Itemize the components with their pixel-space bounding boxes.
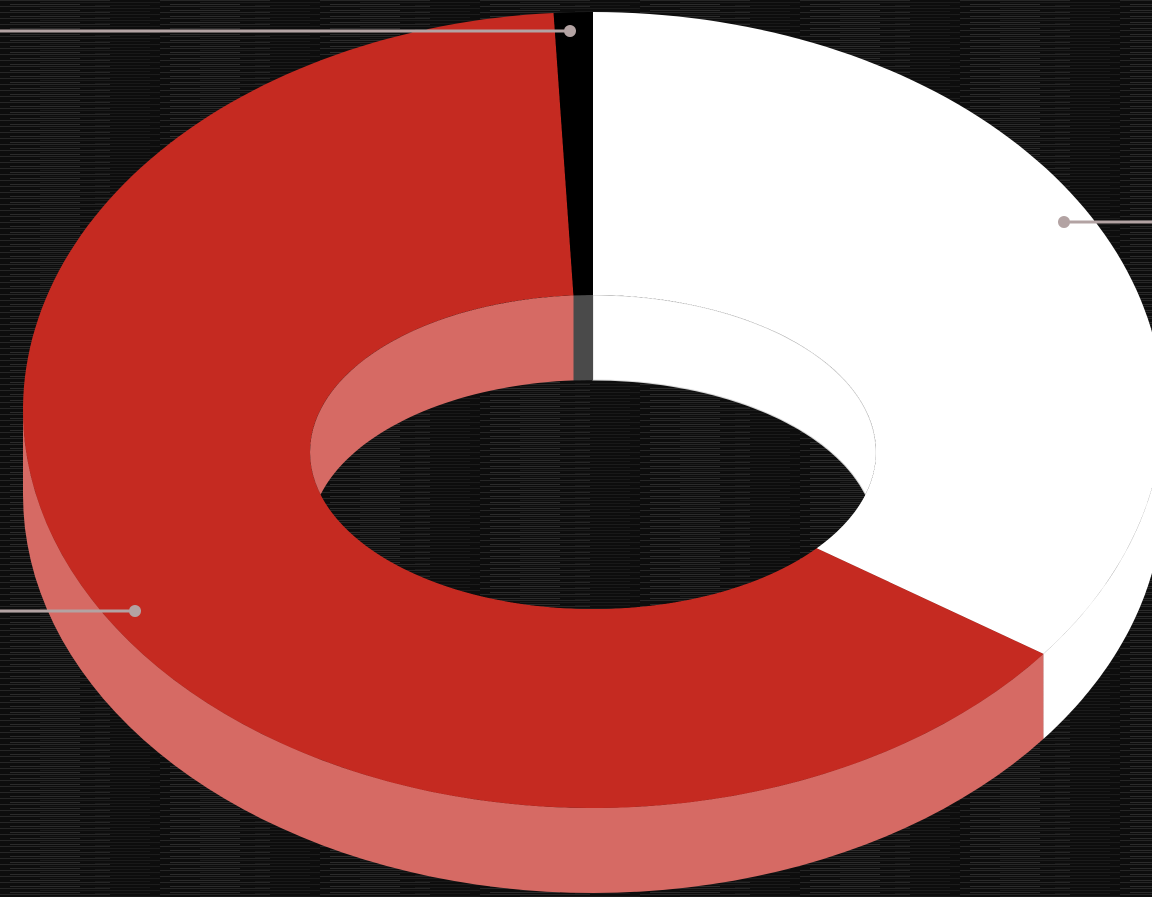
slice-0-side xyxy=(1043,487,1152,739)
leader-dot-slice-2 xyxy=(564,25,576,37)
leader-lines xyxy=(0,25,1152,617)
slice-1-inner-wall-b xyxy=(310,295,574,537)
donut-inner-wall-layer xyxy=(310,295,876,538)
leader-dot-slice-1 xyxy=(129,605,141,617)
slice-1-side xyxy=(23,410,1044,893)
slice-0 xyxy=(593,12,1152,654)
donut-side-layer xyxy=(23,410,1152,893)
slice-0-inner-wall xyxy=(592,295,876,538)
donut-top-layer xyxy=(23,12,1152,808)
leader-dot-slice-0 xyxy=(1058,216,1070,228)
slice-1 xyxy=(23,13,1044,808)
slice-2-inner-wall-b xyxy=(573,295,593,381)
slice-2 xyxy=(553,12,593,296)
